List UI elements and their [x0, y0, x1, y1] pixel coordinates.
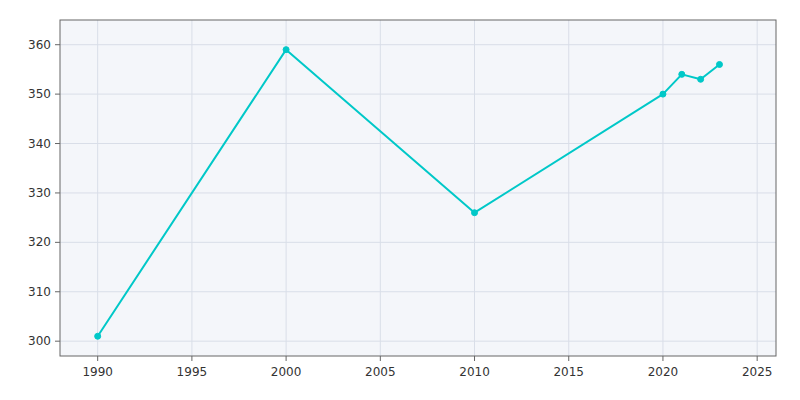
- grid-line-y: [60, 291, 776, 292]
- tick-label-y: 350: [28, 87, 51, 101]
- grid-line-x: [474, 20, 475, 356]
- chart-container: 1990 1995 2000 2005 2010 2015 2020 2025 300 310 32…: [0, 0, 800, 400]
- grid-line-y: [60, 143, 776, 144]
- tick-y: [55, 192, 60, 193]
- grid-line-y: [60, 44, 776, 45]
- tick-label-y: 330: [28, 186, 51, 200]
- grid-line-y: [60, 94, 776, 95]
- grid-line-x: [97, 20, 98, 356]
- tick-label-x: 2015: [553, 365, 584, 379]
- grid-line-y: [60, 242, 776, 243]
- point: [698, 76, 704, 82]
- tick-x: [97, 356, 98, 361]
- tick-y: [55, 341, 60, 342]
- point: [95, 333, 101, 339]
- tick-label-x: 2000: [271, 365, 302, 379]
- grid-line-x: [191, 20, 192, 356]
- point: [283, 47, 289, 53]
- tick-x: [380, 356, 381, 361]
- grid-line-x: [380, 20, 381, 356]
- tick-label-x: 2010: [459, 365, 490, 379]
- tick-label-y: 320: [28, 235, 51, 249]
- tick-x: [191, 356, 192, 361]
- line: [98, 50, 720, 337]
- grid-line-x: [286, 20, 287, 356]
- tick-label-x: 2020: [648, 365, 679, 379]
- tick-x: [474, 356, 475, 361]
- plot-frame: [60, 20, 776, 356]
- tick-label-x: 2025: [742, 365, 773, 379]
- tick-y: [55, 291, 60, 292]
- plot-background: [60, 20, 776, 356]
- tick-label-x: 1990: [82, 365, 113, 379]
- tick-label-y: 360: [28, 38, 51, 52]
- tick-x: [662, 356, 663, 361]
- grid-line-x: [568, 20, 569, 356]
- tick-x: [757, 356, 758, 361]
- tick-x: [286, 356, 287, 361]
- tick-label-x: 1995: [177, 365, 208, 379]
- tick-x: [568, 356, 569, 361]
- point: [716, 61, 722, 67]
- tick-y: [55, 44, 60, 45]
- series: [95, 47, 723, 340]
- tick-y: [55, 143, 60, 144]
- chart: 1990 1995 2000 2005 2010 2015 2020 2025 300 310 32…: [0, 0, 800, 400]
- grid-line-x: [662, 20, 663, 356]
- point: [472, 210, 478, 216]
- grid: [60, 20, 776, 356]
- grid-line-x: [757, 20, 758, 356]
- point: [679, 71, 685, 77]
- tick-y: [55, 242, 60, 243]
- tick-y: [55, 94, 60, 95]
- tick-label-y: 310: [28, 285, 51, 299]
- grid-line-y: [60, 192, 776, 193]
- point: [660, 91, 666, 97]
- axes: 1990 1995 2000 2005 2010 2015 2020 2025 300 310 32…: [28, 38, 772, 379]
- tick-label-y: 340: [28, 137, 51, 151]
- grid-line-y: [60, 341, 776, 342]
- tick-label-y: 300: [28, 334, 51, 348]
- tick-label-x: 2005: [365, 365, 396, 379]
